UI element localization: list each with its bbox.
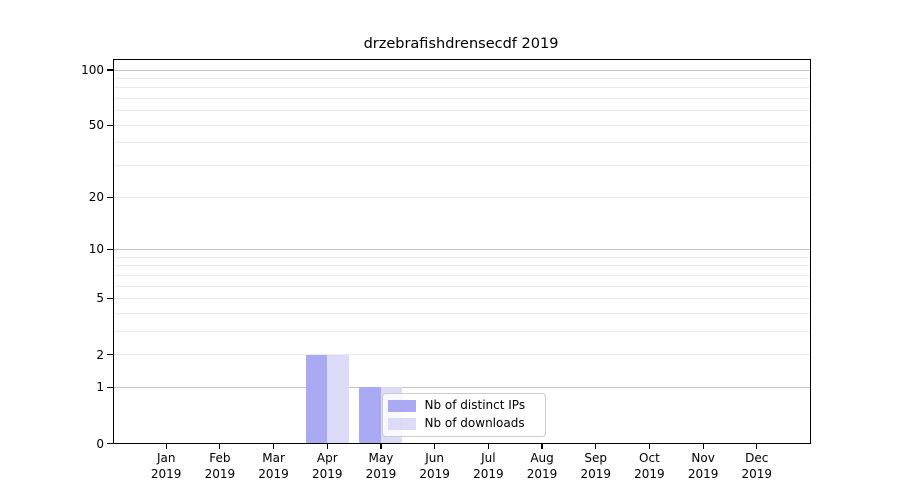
- gridline-minor: [113, 124, 810, 126]
- x-tick-year: 2019: [365, 466, 397, 481]
- y-tick-mark: [106, 386, 113, 388]
- y-tick-label: 1: [96, 380, 104, 395]
- y-tick-mark: [106, 124, 113, 126]
- x-tick-year: 2019: [634, 466, 665, 481]
- gridline-minor: [113, 274, 810, 276]
- x-tick-year: 2019: [473, 466, 504, 481]
- x-tick-month: Jun: [425, 451, 445, 465]
- y-tick-label: 0: [96, 436, 104, 451]
- x-tick-month: May: [368, 451, 394, 465]
- legend-label-downloads: Nb of downloads: [424, 416, 525, 430]
- legend-swatch-distinct-ips: [387, 399, 416, 412]
- chart-title: drzebrafishdrensecdf 2019: [363, 36, 559, 52]
- gridline-major: [113, 386, 810, 388]
- x-tick-mark: [648, 444, 650, 449]
- y-tick-mark: [106, 69, 113, 71]
- plot-frame: [112, 58, 811, 444]
- x-tick-label: May 2019: [353, 451, 409, 482]
- y-tick-label: 100: [81, 63, 104, 77]
- y-tick-label: 5: [96, 291, 104, 306]
- x-tick-mark: [219, 444, 221, 449]
- x-tick-year: 2019: [150, 466, 182, 481]
- x-tick-mark: [165, 444, 167, 449]
- x-tick-mark: [487, 444, 489, 449]
- x-tick-label: Dec 2019: [729, 451, 785, 482]
- gridline-minor: [113, 265, 810, 267]
- gridline-minor: [113, 297, 810, 299]
- x-tick-month: Jul: [481, 451, 496, 465]
- x-tick-label: Jul 2019: [460, 451, 516, 482]
- x-tick-month: Apr: [316, 451, 338, 465]
- legend: Nb of distinct IPs Nb of downloads: [381, 392, 546, 437]
- gridline-minor: [113, 110, 810, 112]
- gridline-minor: [113, 196, 810, 198]
- x-tick-mark: [702, 444, 704, 449]
- y-tick-label: 50: [88, 118, 104, 133]
- legend-label-distinct-ips: Nb of distinct IPs: [424, 398, 526, 412]
- gridline-minor: [113, 98, 810, 100]
- gridline-major: [113, 248, 810, 250]
- y-tick-mark: [106, 442, 113, 445]
- x-tick-label: Jan 2019: [138, 451, 194, 482]
- x-tick-label: Aug 2019: [514, 451, 570, 482]
- x-tick-year: 2019: [580, 466, 611, 481]
- x-tick-year: 2019: [204, 466, 236, 481]
- x-tick-year: 2019: [687, 466, 719, 481]
- legend-item-downloads: Nb of downloads: [387, 416, 539, 430]
- x-tick-label: Mar 2019: [246, 451, 302, 482]
- y-tick-mark: [106, 248, 113, 251]
- y-tick-label: 20: [88, 190, 104, 205]
- y-tick-label: 2: [96, 347, 104, 362]
- x-tick-label: Nov 2019: [675, 451, 731, 482]
- x-tick-year: 2019: [526, 466, 558, 481]
- y-tick-mark: [106, 196, 113, 198]
- gridline-minor: [113, 165, 810, 167]
- x-tick-month: Mar: [262, 451, 285, 465]
- y-tick-label: 10: [88, 242, 104, 257]
- x-tick-year: 2019: [419, 466, 450, 481]
- gridline-minor: [113, 312, 810, 314]
- x-tick-mark: [756, 444, 758, 449]
- x-tick-month: Nov: [691, 451, 715, 465]
- gridline-minor: [113, 77, 810, 79]
- x-tick-mark: [595, 444, 597, 449]
- y-tick-mark: [106, 297, 113, 300]
- x-tick-mark: [434, 444, 436, 449]
- gridline-minor: [113, 285, 810, 287]
- y-tick-mark: [106, 353, 113, 356]
- x-tick-label: Sep 2019: [568, 451, 624, 482]
- gridline-minor: [113, 354, 810, 356]
- gridline-minor: [113, 142, 810, 144]
- x-tick-year: 2019: [311, 466, 343, 481]
- x-tick-month: Sep: [584, 451, 608, 465]
- x-tick-label: Feb 2019: [192, 451, 248, 482]
- x-tick-label: Apr 2019: [299, 451, 355, 482]
- legend-swatch-downloads: [387, 417, 416, 430]
- gridline-minor: [113, 87, 810, 89]
- bar-apr-distinct-ips: [305, 354, 328, 444]
- gridline-major: [113, 69, 810, 71]
- x-tick-label: Jun 2019: [407, 451, 463, 482]
- legend-item-distinct-ips: Nb of distinct IPs: [387, 398, 539, 412]
- bar-may-distinct-ips: [359, 387, 381, 444]
- x-tick-month: Aug: [530, 451, 554, 465]
- x-tick-mark: [326, 444, 328, 449]
- x-tick-month: Dec: [745, 451, 769, 465]
- x-tick-month: Feb: [209, 451, 231, 465]
- x-tick-mark: [380, 444, 382, 449]
- x-tick-year: 2019: [258, 466, 289, 481]
- x-tick-mark: [272, 444, 275, 449]
- gridline-minor: [113, 330, 810, 332]
- x-tick-month: Oct: [639, 451, 660, 465]
- x-tick-month: Jan: [156, 451, 176, 465]
- gridline-minor: [113, 256, 810, 258]
- bar-apr-downloads: [327, 354, 349, 444]
- x-tick-label: Oct 2019: [621, 451, 677, 482]
- x-tick-year: 2019: [741, 466, 773, 481]
- x-tick-mark: [541, 444, 543, 449]
